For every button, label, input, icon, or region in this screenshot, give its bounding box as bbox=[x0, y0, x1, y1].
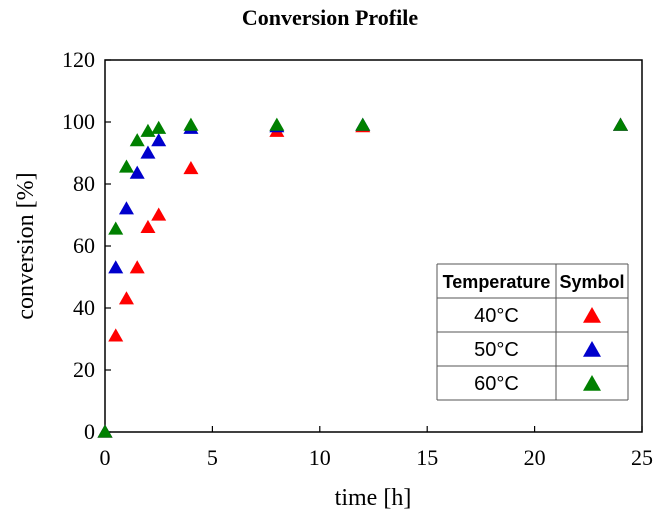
legend-header-symbol: Symbol bbox=[559, 272, 624, 292]
chart-title: Conversion Profile bbox=[242, 5, 418, 30]
legend-entry-label: 60°C bbox=[474, 373, 519, 395]
y-tick-label: 0 bbox=[84, 419, 95, 444]
data-points bbox=[97, 117, 629, 438]
x-tick-label: 0 bbox=[100, 445, 111, 470]
series-2 bbox=[97, 117, 629, 438]
y-tick-label: 20 bbox=[73, 357, 95, 382]
data-point bbox=[140, 145, 156, 159]
data-point bbox=[108, 221, 124, 235]
y-tick-label: 60 bbox=[73, 233, 95, 258]
x-tick-label: 5 bbox=[207, 445, 218, 470]
x-axis: 0 5 10 15 20 25 bbox=[100, 426, 653, 470]
data-point bbox=[151, 207, 167, 221]
legend-entry-label: 50°C bbox=[474, 339, 519, 361]
legend: Temperature Symbol 40°C 50°C 60°C bbox=[436, 263, 629, 401]
data-point bbox=[118, 159, 134, 173]
data-point bbox=[108, 260, 124, 274]
data-point bbox=[118, 201, 134, 215]
data-point bbox=[118, 291, 134, 305]
data-point bbox=[140, 219, 156, 234]
data-point bbox=[183, 117, 199, 131]
data-point bbox=[97, 424, 113, 438]
y-axis: 0 20 40 60 80 100 120 bbox=[62, 47, 111, 444]
data-point bbox=[183, 161, 199, 175]
data-point bbox=[269, 117, 285, 131]
data-point bbox=[129, 260, 145, 274]
y-tick-label: 120 bbox=[62, 47, 95, 72]
data-point bbox=[129, 165, 145, 179]
y-tick-label: 100 bbox=[62, 109, 95, 134]
y-axis-label: conversion [%] bbox=[13, 172, 39, 319]
legend-symbol-triangle bbox=[583, 375, 601, 391]
data-point bbox=[129, 133, 145, 147]
y-tick-label: 40 bbox=[73, 295, 95, 320]
data-point bbox=[355, 117, 371, 131]
x-tick-label: 10 bbox=[309, 445, 331, 470]
legend-symbol-triangle bbox=[583, 307, 601, 323]
x-tick-label: 20 bbox=[524, 445, 546, 470]
data-point bbox=[108, 328, 124, 342]
x-tick-label: 25 bbox=[631, 445, 653, 470]
legend-header-temperature: Temperature bbox=[443, 272, 551, 292]
data-point bbox=[613, 117, 629, 131]
data-point bbox=[151, 133, 167, 147]
x-axis-label: time [h] bbox=[335, 485, 412, 511]
y-tick-label: 80 bbox=[73, 171, 95, 196]
legend-entry-label: 40°C bbox=[474, 305, 519, 327]
x-tick-label: 15 bbox=[416, 445, 438, 470]
legend-symbol-triangle bbox=[583, 341, 601, 357]
data-point bbox=[151, 120, 167, 134]
